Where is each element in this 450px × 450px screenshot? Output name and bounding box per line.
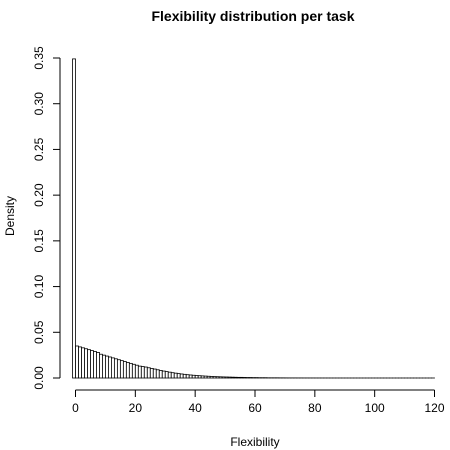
- histogram-bar: [72, 58, 76, 379]
- histogram-bar: [105, 355, 109, 379]
- histogram-bar: [152, 368, 157, 379]
- y-tick-label: 0.15: [32, 229, 46, 253]
- y-tick-label: 0.20: [32, 183, 46, 207]
- histogram-bar: [137, 365, 142, 379]
- histogram-bar: [170, 372, 175, 379]
- histogram-bar: [230, 376, 235, 379]
- histogram-bar: [164, 371, 169, 379]
- histogram-bar: [200, 375, 205, 379]
- histogram-bar: [111, 357, 115, 379]
- bars-group: [72, 58, 435, 379]
- histogram-bar: [236, 376, 241, 379]
- histogram-bar: [84, 348, 88, 379]
- histogram-bar: [167, 371, 172, 379]
- histogram-bar: [149, 367, 154, 379]
- histogram-bar: [125, 362, 130, 379]
- histogram-bar: [182, 373, 187, 379]
- y-tick-label: 0.25: [32, 137, 46, 161]
- histogram-bar: [99, 353, 103, 379]
- histogram-bar: [90, 350, 94, 379]
- histogram-bar: [188, 374, 193, 379]
- histogram-bar: [215, 376, 220, 379]
- x-tick-label: 100: [365, 401, 385, 415]
- histogram-bar: [146, 367, 151, 379]
- histogram-bar: [131, 363, 136, 379]
- histogram-bar: [206, 375, 211, 379]
- histogram-bar: [242, 377, 247, 379]
- x-tick-label: 60: [248, 401, 262, 415]
- histogram-bar: [143, 366, 148, 379]
- y-tick-label: 0.10: [32, 275, 46, 299]
- histogram-bar: [209, 376, 214, 379]
- histogram-bar: [203, 375, 208, 379]
- histogram-bar: [194, 375, 199, 379]
- histogram-bar: [221, 376, 226, 379]
- histogram-bar: [197, 375, 202, 379]
- y-tick-label: 0.00: [32, 366, 46, 390]
- histogram-bar: [113, 358, 118, 379]
- y-tick-label: 0.35: [32, 46, 46, 70]
- x-tick-label: 120: [424, 401, 444, 415]
- histogram-bar: [81, 347, 85, 379]
- histogram-bar: [140, 366, 145, 379]
- histogram-bar: [158, 370, 163, 379]
- histogram-bar: [134, 364, 139, 379]
- histogram-bar: [102, 354, 106, 379]
- y-tick-label: 0.05: [32, 320, 46, 344]
- histogram-bar: [179, 373, 184, 379]
- y-axis-label: Density: [3, 196, 17, 236]
- histogram-bar: [233, 376, 238, 379]
- chart-title: Flexibility distribution per task: [151, 8, 354, 24]
- x-tick-label: 20: [129, 401, 143, 415]
- histogram-bar: [212, 376, 217, 379]
- x-tick-label: 80: [308, 401, 322, 415]
- y-tick-label: 0.30: [32, 92, 46, 116]
- histogram-bar: [75, 345, 79, 379]
- histogram-bar: [128, 362, 133, 379]
- histogram-bar: [96, 351, 100, 379]
- x-tick-label: 0: [72, 401, 79, 415]
- histogram-bar: [218, 376, 223, 379]
- histogram-bar: [185, 374, 190, 379]
- histogram-bar: [119, 360, 124, 379]
- histogram-bar: [116, 359, 121, 379]
- histogram-bar: [239, 376, 244, 379]
- histogram-bar: [191, 374, 196, 379]
- histogram-bar: [78, 346, 82, 379]
- histogram-bar: [173, 372, 178, 379]
- x-axis-label: Flexibility: [230, 435, 279, 449]
- histogram-bar: [122, 361, 127, 379]
- histogram-bar: [176, 373, 181, 379]
- x-axis: 0 20 40 60 80 100 120: [72, 389, 445, 415]
- histogram-bar: [224, 376, 229, 379]
- histogram-bar: [93, 351, 97, 379]
- x-tick-label: 40: [188, 401, 202, 415]
- histogram-bar: [155, 369, 160, 379]
- histogram-bar: [227, 376, 232, 379]
- histogram-bar: [161, 370, 166, 379]
- histogram-bar: [87, 349, 91, 379]
- histogram-bar: [108, 356, 112, 379]
- y-axis: 0.00 0.05 0.10 0.15 0.20 0.25 0.30 0.35: [32, 46, 61, 390]
